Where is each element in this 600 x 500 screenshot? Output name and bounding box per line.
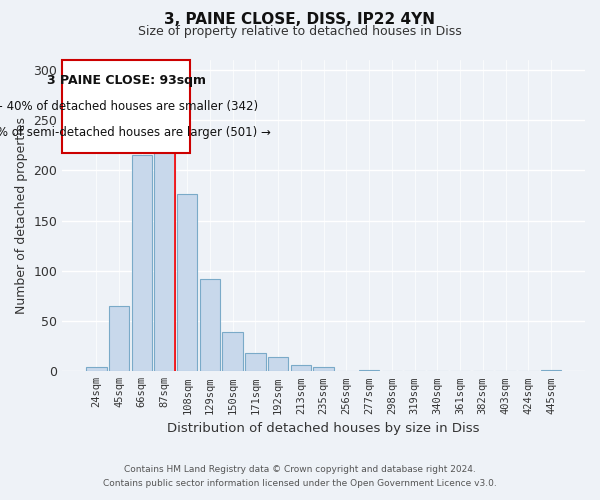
Bar [268, 357, 289, 372]
Text: 59% of semi-detached houses are larger (501) →: 59% of semi-detached houses are larger (… [0, 126, 271, 140]
Text: ← 40% of detached houses are smaller (342): ← 40% of detached houses are smaller (34… [0, 100, 259, 113]
Bar [245, 353, 266, 372]
Bar [541, 370, 561, 372]
Bar [359, 370, 379, 372]
X-axis label: Distribution of detached houses by size in Diss: Distribution of detached houses by size … [167, 422, 480, 435]
Bar [290, 366, 311, 372]
Y-axis label: Number of detached properties: Number of detached properties [15, 117, 28, 314]
Bar [200, 279, 220, 372]
Text: Contains HM Land Registry data © Crown copyright and database right 2024.
Contai: Contains HM Land Registry data © Crown c… [103, 466, 497, 487]
Bar [154, 148, 175, 372]
Bar [131, 156, 152, 372]
Bar [177, 194, 197, 372]
Text: 3, PAINE CLOSE, DISS, IP22 4YN: 3, PAINE CLOSE, DISS, IP22 4YN [164, 12, 436, 28]
Bar [313, 368, 334, 372]
Bar [109, 306, 129, 372]
Bar [86, 368, 107, 372]
Bar [223, 332, 243, 372]
Text: 3 PAINE CLOSE: 93sqm: 3 PAINE CLOSE: 93sqm [47, 74, 206, 87]
Text: Size of property relative to detached houses in Diss: Size of property relative to detached ho… [138, 25, 462, 38]
